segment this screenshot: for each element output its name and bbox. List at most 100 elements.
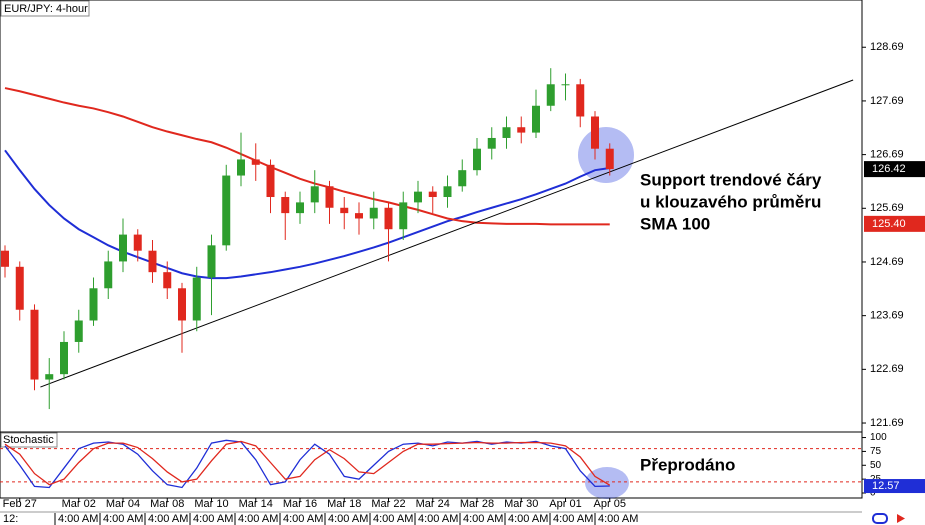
candle-body	[591, 116, 599, 149]
y-tick-label: 121.69	[870, 417, 904, 429]
candle-body	[443, 186, 452, 198]
candle-body	[576, 84, 585, 117]
price-tag	[864, 161, 925, 178]
annotation: u klouzavého průměru	[640, 192, 821, 211]
panel-title-box	[0, 432, 58, 448]
trendline	[40, 79, 854, 388]
candle-body	[222, 175, 231, 246]
time-label: 4:00 AM	[373, 513, 413, 525]
time-label: 4:00 AM	[508, 513, 548, 525]
price-tag	[864, 479, 925, 494]
candle-body	[325, 186, 334, 208]
y-tick-label: 100	[870, 432, 887, 443]
moving-average	[4, 149, 610, 280]
price-tag-label: 126.42	[872, 163, 906, 175]
x-tick-label: Feb 27	[3, 498, 37, 510]
x-tick-label: Mar 18	[327, 498, 361, 510]
annotation: Přeprodáno	[640, 455, 735, 474]
candle-body	[251, 159, 260, 165]
candle-body	[310, 186, 319, 203]
candle-body	[355, 213, 363, 219]
y-tick-label: 122.69	[870, 363, 904, 375]
candle-body	[237, 159, 245, 176]
candle-body	[89, 288, 98, 321]
candle-body	[340, 207, 349, 214]
y-tick-label: 126.69	[870, 149, 904, 161]
time-label: 4:00 AM	[553, 513, 593, 525]
candle-body	[60, 341, 68, 375]
time-label: 4:00 AM	[598, 513, 638, 525]
candle-body	[178, 288, 186, 321]
candle-body	[296, 202, 304, 214]
link-icon[interactable]	[872, 513, 888, 524]
candle-body	[45, 374, 54, 380]
candle-body	[414, 191, 422, 203]
candle-body	[266, 164, 275, 198]
panel-title: Stochastic	[3, 434, 54, 446]
arrow-icon[interactable]	[897, 514, 905, 523]
time-label: 4:00 AM	[103, 513, 143, 525]
y-tick-label: 0	[870, 488, 876, 499]
candle-body	[473, 148, 481, 171]
x-tick-label: Mar 24	[416, 498, 450, 510]
candle-body	[487, 137, 496, 149]
time-label: 4:00 AM	[463, 513, 503, 525]
candle-body	[74, 320, 83, 342]
y-tick-label: 124.69	[870, 256, 904, 268]
candle-body	[502, 127, 511, 138]
x-tick-label: Mar 30	[504, 498, 538, 510]
candle-body	[163, 272, 172, 289]
y-tick-label: 50	[870, 460, 882, 471]
annotation: SMA 100	[640, 214, 710, 233]
x-tick-label: Mar 10	[194, 498, 228, 510]
chart-title: EUR/JPY: 4-hour	[4, 3, 88, 15]
time-label: 4:00 AM	[58, 513, 98, 525]
y-tick-label: 127.69	[870, 95, 904, 107]
price-tag	[864, 215, 925, 232]
candle-body	[369, 207, 378, 219]
time-label: 12:	[3, 513, 18, 525]
x-tick-label: Mar 16	[283, 498, 317, 510]
candle-body	[428, 191, 437, 198]
x-tick-label: Mar 22	[371, 498, 405, 510]
y-tick-label: 128.69	[870, 41, 904, 53]
x-tick-label: Apr 05	[594, 498, 626, 510]
price-tag-label: 125.40	[872, 218, 906, 230]
candle-body	[133, 234, 142, 251]
candle-body	[458, 170, 467, 187]
x-tick-label: Apr 01	[549, 498, 581, 510]
price-tag-label: 12.57	[872, 480, 900, 492]
stochastic-line	[4, 440, 611, 486]
candle-body	[148, 250, 157, 273]
annotation: Support trendové čáry	[640, 170, 822, 189]
x-tick-label: Mar 08	[150, 498, 184, 510]
toolbar-icons	[872, 513, 905, 524]
y-tick-label: 75	[870, 446, 882, 457]
candle-body	[384, 207, 393, 230]
x-tick-label: Mar 28	[460, 498, 494, 510]
time-label: 4:00 AM	[238, 513, 278, 525]
plot-frame	[0, 0, 863, 499]
candle-body	[104, 261, 113, 289]
candle-body	[517, 127, 526, 133]
candle-body	[546, 84, 555, 106]
moving-average	[4, 87, 610, 226]
candle-body	[561, 84, 570, 86]
y-tick-label: 125.69	[870, 202, 904, 214]
candle-body	[192, 277, 201, 321]
candle-body	[532, 105, 540, 133]
time-label: 4:00 AM	[193, 513, 233, 525]
candle-body	[207, 245, 216, 278]
candle-body	[281, 197, 290, 214]
candle-body	[399, 202, 408, 230]
candle-body	[119, 234, 127, 262]
time-label: 4:00 AM	[283, 513, 323, 525]
time-label: 4:00 AM	[148, 513, 188, 525]
x-tick-label: Mar 02	[62, 498, 96, 510]
time-label: 4:00 AM	[418, 513, 458, 525]
title-box	[0, 0, 90, 17]
stochastic-line	[4, 439, 610, 489]
candle-body	[1, 250, 9, 267]
y-tick-label: 123.69	[870, 310, 904, 322]
